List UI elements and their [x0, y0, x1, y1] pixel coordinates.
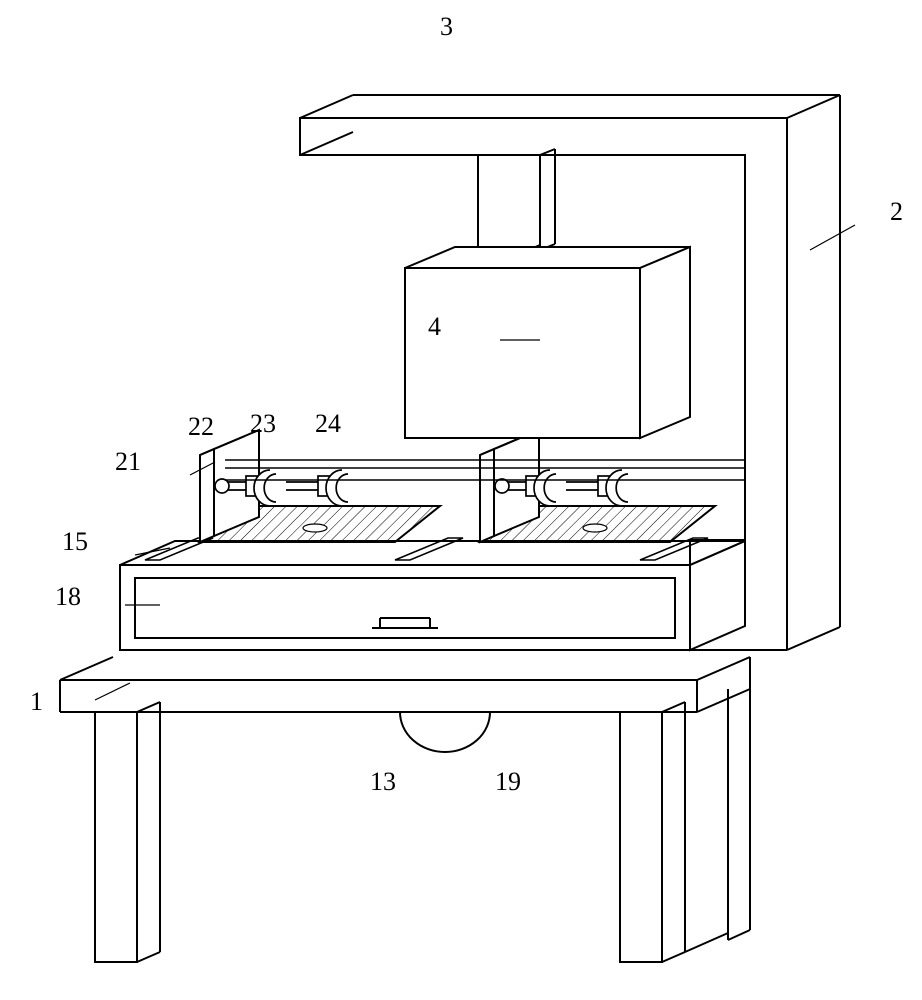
label-18: 18 [55, 582, 81, 611]
drawer-handle [372, 618, 438, 628]
part-4-head [405, 247, 690, 438]
label-24: 24 [315, 409, 341, 438]
label-23: 23 [250, 409, 276, 438]
label-1: 1 [30, 687, 43, 716]
part-13 [400, 712, 490, 752]
label-22: 22 [188, 412, 214, 441]
engineering-figure: 12341315181921222324 [0, 0, 922, 1000]
label-21: 21 [115, 447, 141, 476]
part-15-housing [120, 541, 745, 650]
part-1-base-table [60, 657, 750, 962]
label-15: 15 [62, 527, 88, 556]
label-19: 19 [495, 767, 521, 796]
label-4: 4 [428, 312, 441, 341]
label-13: 13 [370, 767, 396, 796]
label-2: 2 [890, 197, 903, 226]
part-19-pads [200, 506, 715, 542]
label-3: 3 [440, 12, 453, 41]
leader-1 [95, 683, 130, 700]
leader-2 [810, 225, 855, 250]
